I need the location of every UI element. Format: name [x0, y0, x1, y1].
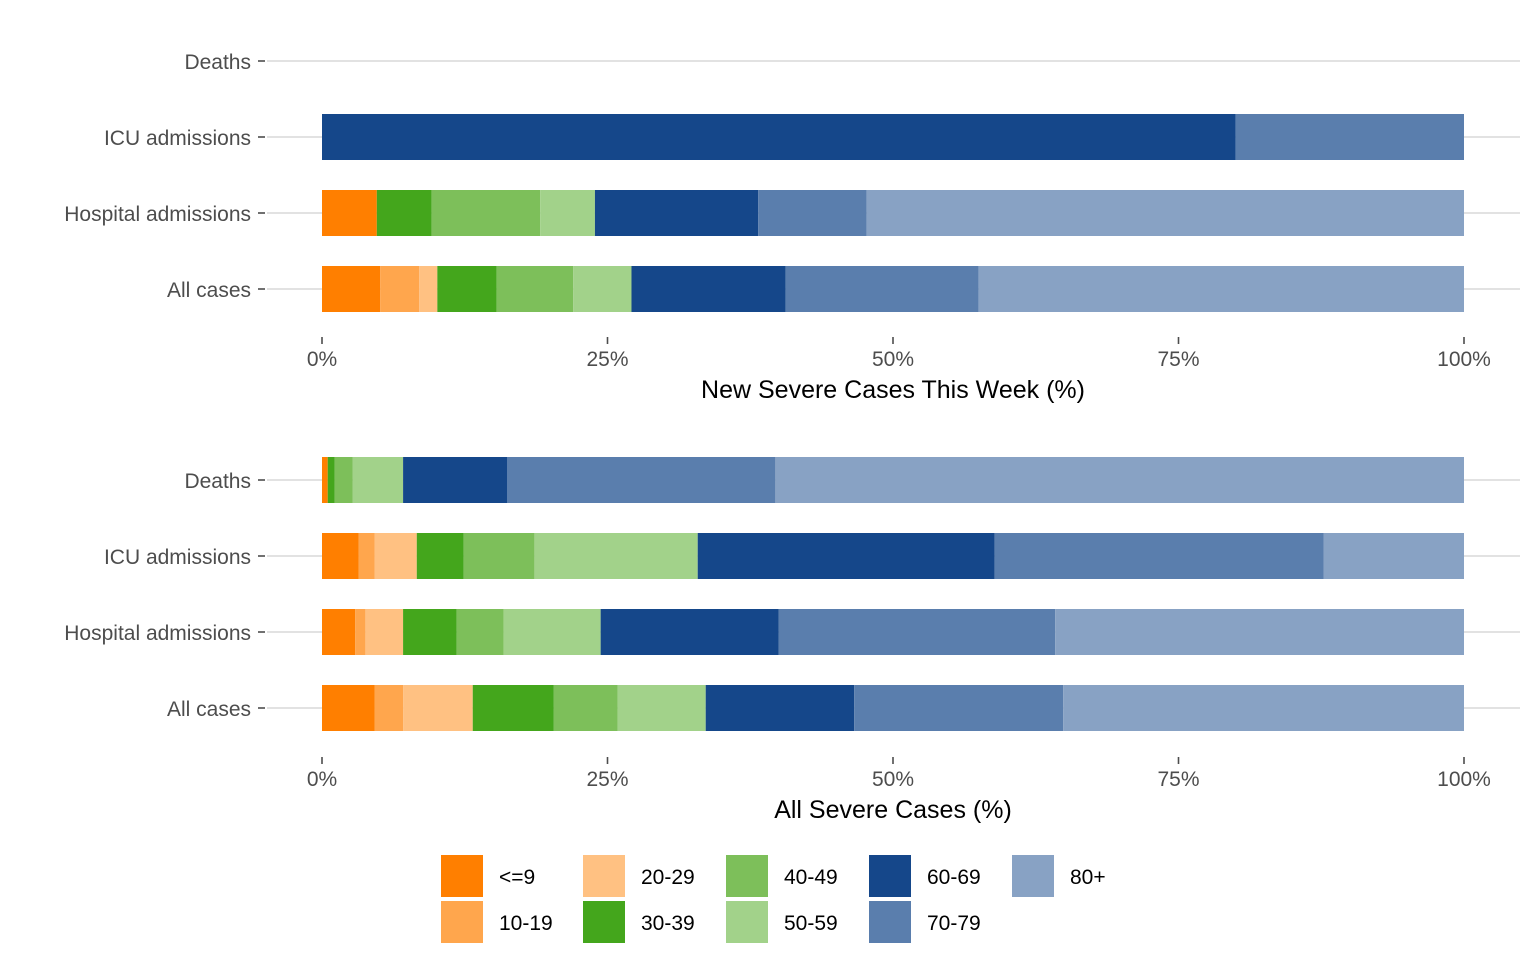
legend-label-le9: <=9 — [499, 866, 535, 889]
bar-segment-icu-admissions-20-29 — [374, 533, 417, 579]
legend-label-70-79: 70-79 — [927, 912, 981, 935]
bar-segment-hospital-admissions-le9 — [322, 190, 377, 236]
y-tick-label-icu-admissions: ICU admissions — [104, 546, 251, 569]
bar-segment-hospital-admissions-30-39 — [376, 190, 432, 236]
legend-swatch-50-59 — [726, 901, 768, 943]
bar-segment-hospital-admissions-70-79 — [758, 190, 867, 236]
bar-segment-icu-admissions-40-49 — [463, 533, 535, 579]
legend-label-20-29: 20-29 — [641, 866, 695, 889]
bar-segment-all-cases-30-39 — [472, 685, 554, 731]
bar-segment-hospital-admissions-80plus — [866, 190, 1464, 236]
panel-new-severe-cases: New Severe Cases This Week (%) Deaths ICU… — [64, 51, 1520, 404]
x-axis-title-all-severe-cases: All Severe Cases (%) — [774, 796, 1012, 824]
bar-segment-all-cases-40-49 — [553, 685, 618, 731]
bar-segment-all-cases-le9 — [322, 685, 375, 731]
bar-segment-deaths-le9 — [322, 457, 328, 503]
bar-segment-all-cases-50-59 — [617, 685, 706, 731]
legend-swatch-le9 — [441, 855, 483, 897]
y-tick-label-hospital-admissions: Hospital admissions — [64, 203, 251, 226]
x-tick-label: 50% — [872, 348, 914, 371]
bar-segment-all-cases-30-39 — [437, 266, 497, 312]
bar-segment-deaths-50-59 — [352, 457, 404, 503]
bar-segment-hospital-admissions-50-59 — [503, 609, 601, 655]
bar-segment-all-cases-80plus — [978, 266, 1464, 312]
bar-segment-hospital-admissions-40-49 — [431, 190, 541, 236]
panel-all-severe-cases: All Severe Cases (%) Deaths ICU admission… — [64, 457, 1520, 824]
legend-swatch-60-69 — [869, 855, 911, 897]
bar-segment-icu-admissions-50-59 — [534, 533, 698, 579]
bar-segment-icu-admissions-10-19 — [358, 533, 375, 579]
x-tick-label: 75% — [1157, 768, 1199, 791]
bar-segment-icu-admissions-60-69 — [697, 533, 995, 579]
y-tick-label-deaths: Deaths — [184, 470, 251, 493]
bar-segment-all-cases-80plus — [1063, 685, 1464, 731]
bar-segment-all-cases-60-69 — [705, 685, 855, 731]
legend-label-40-49: 40-49 — [784, 866, 838, 889]
bar-segment-all-cases-10-19 — [374, 685, 404, 731]
bar-segment-all-cases-70-79 — [785, 266, 979, 312]
legend: <=9 10-19 20-29 30-39 40-49 50-59 60-69 70-79 80… — [441, 855, 1106, 943]
bar-segment-all-cases-40-49 — [496, 266, 574, 312]
bar-segment-hospital-admissions-80plus — [1055, 609, 1464, 655]
legend-swatch-80plus — [1012, 855, 1054, 897]
bar-segment-hospital-admissions-10-19 — [355, 609, 366, 655]
bar-segment-all-cases-le9 — [322, 266, 381, 312]
x-tick-label: 25% — [586, 768, 628, 791]
legend-label-30-39: 30-39 — [641, 912, 695, 935]
y-tick-label-icu-admissions: ICU admissions — [104, 127, 251, 150]
bar-segment-hospital-admissions-60-69 — [594, 190, 759, 236]
bar-segment-deaths-80plus — [775, 457, 1464, 503]
legend-label-60-69: 60-69 — [927, 866, 981, 889]
bar-segment-hospital-admissions-70-79 — [778, 609, 1056, 655]
bar-segment-hospital-admissions-30-39 — [403, 609, 457, 655]
y-tick-label-all-cases: All cases — [167, 698, 251, 721]
y-tick-label-deaths: Deaths — [184, 51, 251, 74]
bar-segment-hospital-admissions-60-69 — [600, 609, 779, 655]
legend-swatch-40-49 — [726, 855, 768, 897]
bar-segment-hospital-admissions-le9 — [322, 609, 356, 655]
x-tick-label: 0% — [307, 768, 337, 791]
bar-segment-hospital-admissions-40-49 — [456, 609, 504, 655]
bar-segment-deaths-40-49 — [334, 457, 353, 503]
bar-segment-deaths-70-79 — [507, 457, 776, 503]
bar-segment-hospital-admissions-50-59 — [540, 190, 595, 236]
bar-segment-all-cases-20-29 — [419, 266, 438, 312]
x-tick-label: 100% — [1437, 348, 1491, 371]
bar-segment-icu-admissions-70-79 — [1235, 114, 1464, 160]
x-tick-label: 25% — [586, 348, 628, 371]
legend-swatch-30-39 — [583, 901, 625, 943]
bar-segment-all-cases-10-19 — [380, 266, 420, 312]
bar-segment-hospital-admissions-20-29 — [365, 609, 404, 655]
x-tick-label: 100% — [1437, 768, 1491, 791]
bar-segment-icu-admissions-le9 — [322, 533, 359, 579]
legend-swatch-10-19 — [441, 901, 483, 943]
legend-label-50-59: 50-59 — [784, 912, 838, 935]
legend-swatch-20-29 — [583, 855, 625, 897]
x-tick-label: 50% — [872, 768, 914, 791]
bar-segment-all-cases-70-79 — [854, 685, 1064, 731]
bar-segment-icu-admissions-80plus — [1323, 533, 1464, 579]
y-tick-label-all-cases: All cases — [167, 279, 251, 302]
legend-swatch-70-79 — [869, 901, 911, 943]
bar-segment-icu-admissions-70-79 — [994, 533, 1324, 579]
bar-segment-all-cases-50-59 — [573, 266, 632, 312]
bar-segment-deaths-60-69 — [403, 457, 508, 503]
legend-label-80plus: 80+ — [1070, 866, 1106, 889]
legend-label-10-19: 10-19 — [499, 912, 553, 935]
y-tick-label-hospital-admissions: Hospital admissions — [64, 622, 251, 645]
bar-segment-icu-admissions-60-69 — [322, 114, 1236, 160]
bar-segment-deaths-30-39 — [327, 457, 335, 503]
x-tick-label: 0% — [307, 348, 337, 371]
bar-segment-all-cases-60-69 — [631, 266, 786, 312]
bar-segment-icu-admissions-30-39 — [416, 533, 464, 579]
bar-segment-all-cases-20-29 — [403, 685, 473, 731]
x-tick-label: 75% — [1157, 348, 1199, 371]
x-axis-title-new-severe-cases: New Severe Cases This Week (%) — [701, 376, 1085, 404]
